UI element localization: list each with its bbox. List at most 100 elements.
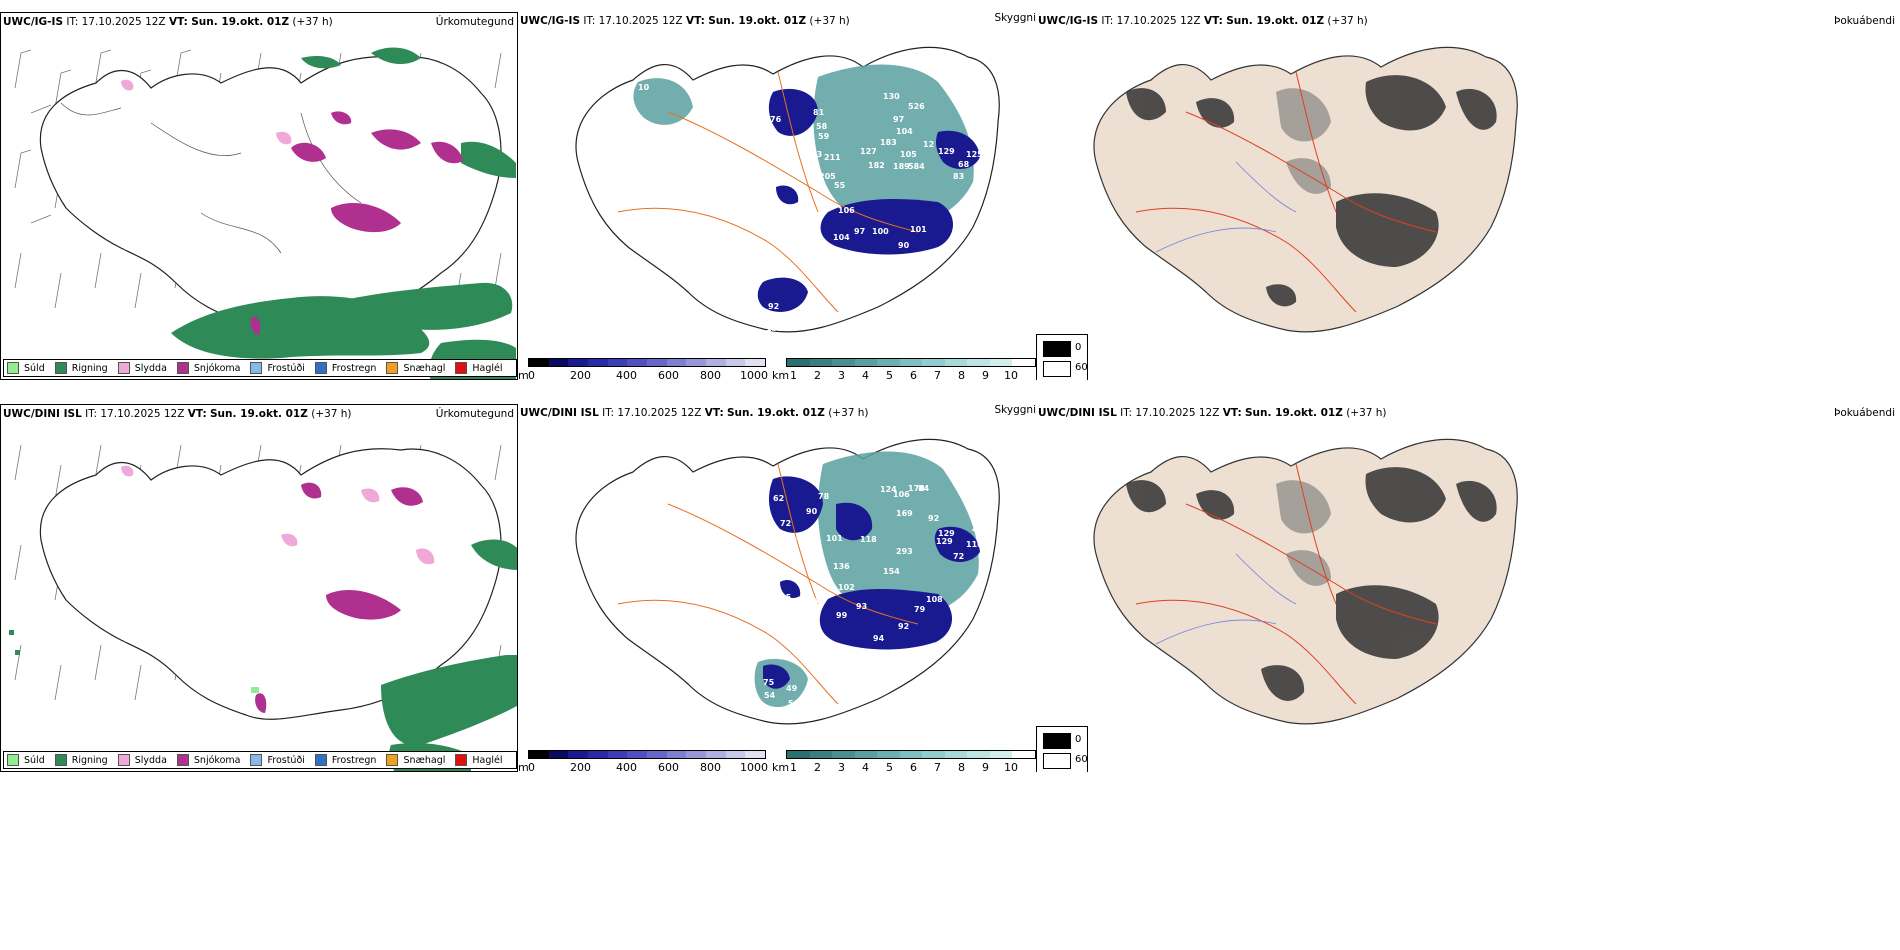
svg-text:92: 92 <box>898 622 909 631</box>
cloud-base-tick: 1000 <box>740 761 768 772</box>
fog-panel-bottom: UWC/DINI ISL IT: 17.10.2025 12Z VT: Sun.… <box>1036 404 1900 772</box>
svg-text:10: 10 <box>678 575 690 584</box>
visibility-tick: 7 <box>934 761 941 772</box>
svg-text:105: 105 <box>900 150 917 159</box>
svg-text:58: 58 <box>816 122 828 131</box>
visibility-tick: 8 <box>958 761 965 772</box>
cloud-base-tick: 200 <box>570 761 591 772</box>
visibility-tick: 4 <box>862 369 869 380</box>
cloud-title-top: Skyggni <box>995 12 1037 24</box>
precip-title-bottom: Úrkomutegund <box>436 408 514 420</box>
visibility-tick: 6 <box>910 369 917 380</box>
svg-text:68: 68 <box>958 160 970 169</box>
visibility-unit: km <box>772 369 789 380</box>
cloud-panel-bottom: 124 106 178 84 169 92 129 293 154 136 11… <box>518 404 1036 772</box>
fog-legend-label: 60 <box>1075 754 1088 765</box>
svg-text:12: 12 <box>923 140 934 149</box>
visibility-tick: 5 <box>886 761 893 772</box>
precip-map-top <box>1 13 518 380</box>
svg-text:136: 136 <box>833 562 850 571</box>
fog-legend-label: 0 <box>1075 734 1081 745</box>
cloud-base-colorbar-top: m 0 200 400 600 800 1000 <box>518 358 768 380</box>
cloud-header-bottom: UWC/DINI ISL IT: 17.10.2025 12Z VT: Sun.… <box>520 407 869 419</box>
svg-text:131: 131 <box>766 324 783 333</box>
svg-text:125: 125 <box>966 150 983 159</box>
svg-text:78: 78 <box>818 492 830 501</box>
visibility-tick: 1 <box>790 761 797 772</box>
svg-text:104: 104 <box>833 233 850 242</box>
svg-text:108: 108 <box>926 595 943 604</box>
svg-text:92: 92 <box>928 514 939 523</box>
svg-text:100: 100 <box>872 227 889 236</box>
precip-title-top: Úrkomutegund <box>436 16 514 28</box>
visibility-colorbar-top: km 1 2 3 4 5 6 7 8 9 10 <box>772 358 1036 380</box>
legend-item: Frostregn <box>315 362 377 374</box>
svg-text:54: 54 <box>764 691 776 700</box>
svg-text:169: 169 <box>896 509 913 518</box>
svg-text:293: 293 <box>896 547 913 556</box>
svg-text:129: 129 <box>936 537 953 546</box>
precip-header-top: UWC/IG-IS IT: 17.10.2025 12Z VT: Sun. 19… <box>3 16 333 28</box>
legend-item: Snjókoma <box>177 754 241 766</box>
cloud-base-colorbar-bottom: m 0 200 400 600 800 1000 <box>518 750 768 772</box>
legend-item: Snæhagl <box>386 362 445 374</box>
svg-text:76: 76 <box>770 115 782 124</box>
svg-text:154: 154 <box>883 567 900 576</box>
svg-text:90: 90 <box>806 507 818 516</box>
svg-text:97: 97 <box>854 227 865 236</box>
svg-text:90: 90 <box>898 241 910 250</box>
svg-text:86: 86 <box>775 215 787 224</box>
svg-text:49: 49 <box>786 684 798 693</box>
svg-text:55: 55 <box>834 181 846 190</box>
legend-item: Rigning <box>55 754 108 766</box>
svg-text:99: 99 <box>836 611 848 620</box>
fog-map-top <box>1036 12 1900 380</box>
precip-header-bottom: UWC/DINI ISL IT: 17.10.2025 12Z VT: Sun.… <box>3 408 352 420</box>
fog-legend-label: 0 <box>1075 342 1081 353</box>
fog-legend-bottom: 0 60 <box>1036 726 1088 772</box>
svg-text:20: 20 <box>678 185 690 194</box>
svg-text:101: 101 <box>910 225 927 234</box>
cloud-title-bottom: Skyggni <box>995 404 1037 416</box>
svg-text:102: 102 <box>838 583 855 592</box>
cloud-panel-top: 130 526 97 104 183 127 105 182 189 584 1… <box>518 12 1036 380</box>
precip-legend-top: Súld Rigning Slydda Snjókoma Frostúði Fr… <box>3 359 517 377</box>
svg-text:129: 129 <box>938 529 955 538</box>
legend-item: Súld <box>7 754 45 766</box>
cloud-map-bottom: 124 106 178 84 169 92 129 293 154 136 11… <box>518 404 1036 772</box>
svg-text:72: 72 <box>953 552 964 561</box>
svg-text:108: 108 <box>966 197 983 206</box>
cloud-base-tick: 0 <box>528 761 535 772</box>
svg-text:118: 118 <box>860 535 877 544</box>
visibility-tick: 4 <box>862 761 869 772</box>
svg-text:85: 85 <box>780 593 792 602</box>
svg-text:88: 88 <box>813 597 825 606</box>
svg-text:92: 92 <box>768 302 779 311</box>
legend-item: Frostúði <box>250 362 304 374</box>
svg-text:205: 205 <box>819 172 836 181</box>
svg-text:83: 83 <box>953 172 964 181</box>
svg-text:93: 93 <box>856 602 867 611</box>
svg-text:17: 17 <box>776 707 787 716</box>
visibility-tick: 1 <box>790 369 797 380</box>
svg-text:73: 73 <box>873 280 884 289</box>
svg-text:45: 45 <box>972 525 984 534</box>
visibility-tick: 8 <box>958 369 965 380</box>
svg-text:129: 129 <box>938 147 955 156</box>
svg-text:211: 211 <box>824 153 841 162</box>
svg-text:79: 79 <box>914 605 926 614</box>
visibility-tick: 9 <box>982 761 989 772</box>
svg-text:112: 112 <box>868 254 885 263</box>
svg-text:110: 110 <box>966 540 983 549</box>
svg-text:79: 79 <box>793 170 805 179</box>
svg-text:62: 62 <box>773 494 784 503</box>
visibility-tick: 6 <box>910 761 917 772</box>
svg-text:97: 97 <box>893 115 904 124</box>
svg-text:23: 23 <box>811 150 822 159</box>
legend-item: Slydda <box>118 362 167 374</box>
svg-text:127: 127 <box>860 147 877 156</box>
visibility-tick: 2 <box>814 369 821 380</box>
precip-panel-bottom: UWC/DINI ISL IT: 17.10.2025 12Z VT: Sun.… <box>0 404 518 772</box>
fog-title-bottom: Þokuábendi <box>1834 407 1895 419</box>
svg-text:24: 24 <box>663 245 675 254</box>
